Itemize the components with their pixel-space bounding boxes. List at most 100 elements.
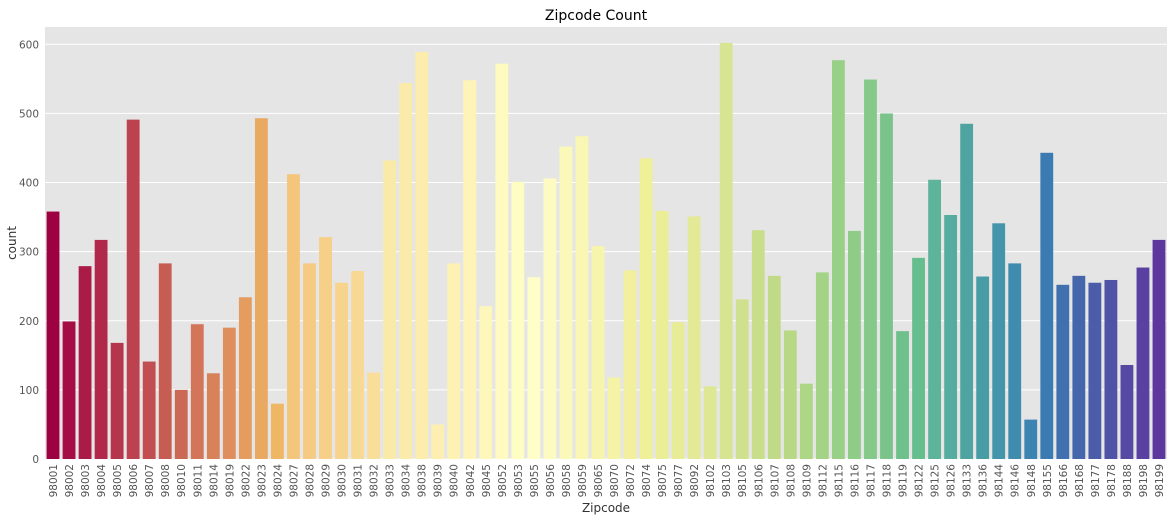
bar-98019	[222, 327, 236, 459]
bar-98029	[319, 237, 332, 459]
x-tick-label-98092: 98092	[689, 464, 701, 497]
x-tick-label-98065: 98065	[593, 464, 605, 497]
x-tick-label-98038: 98038	[417, 464, 429, 497]
bar-98118	[880, 113, 893, 460]
bar-98007	[142, 361, 156, 459]
x-tick-label-98106: 98106	[753, 464, 765, 498]
bar-98105	[735, 299, 749, 459]
bar-98030	[335, 282, 348, 459]
x-tick-label-98112: 98112	[817, 464, 829, 497]
x-tick-label-98010: 98010	[176, 464, 188, 497]
x-tick-label-98056: 98056	[545, 464, 557, 498]
bar-98106	[751, 230, 765, 459]
bar-98014	[206, 373, 220, 459]
bar-98028	[303, 263, 316, 459]
x-tick-label-98027: 98027	[288, 464, 300, 497]
bars	[46, 42, 1166, 460]
x-tick-label-98155: 98155	[1042, 464, 1054, 497]
bar-98178	[1104, 279, 1118, 459]
bar-98033	[383, 160, 397, 459]
x-tick-label-98001: 98001	[48, 464, 60, 497]
x-tick-label-98005: 98005	[112, 464, 124, 497]
bar-98133	[960, 123, 974, 459]
bar-98117	[864, 79, 877, 460]
x-tick-label-98059: 98059	[577, 464, 589, 497]
bar-98031	[351, 270, 364, 459]
x-tick-label-98107: 98107	[769, 464, 781, 497]
x-tick-label-98014: 98014	[208, 464, 220, 498]
bar-98136	[976, 276, 990, 459]
bar-98115	[832, 60, 845, 459]
x-tick-label-98070: 98070	[609, 464, 621, 497]
x-tick-label-98032: 98032	[369, 464, 381, 497]
x-tick-label-98144: 98144	[994, 464, 1006, 498]
x-tick-label-98072: 98072	[625, 464, 637, 497]
bar-98107	[767, 275, 781, 459]
bar-98119	[896, 331, 909, 459]
x-tick-label-98031: 98031	[353, 464, 365, 497]
x-tick-label-98178: 98178	[1106, 464, 1118, 497]
bar-98023	[254, 118, 268, 459]
x-tick-label-98008: 98008	[160, 464, 172, 497]
bar-98058	[559, 146, 573, 459]
bar-98103	[719, 42, 733, 460]
bar-98116	[848, 230, 861, 459]
x-tick-label-98019: 98019	[224, 464, 236, 497]
x-tick-label-98075: 98075	[657, 464, 669, 497]
bar-98102	[703, 386, 717, 459]
x-axis-label: Zipcode	[582, 501, 630, 515]
x-tick-label-98023: 98023	[256, 464, 268, 497]
x-tick-label-98040: 98040	[449, 464, 461, 497]
bar-98109	[799, 383, 813, 459]
y-tick-label: 200	[19, 316, 39, 328]
x-tick-label-98136: 98136	[978, 464, 990, 498]
bar-98004	[94, 239, 108, 459]
x-tick-label-98117: 98117	[865, 464, 877, 497]
bar-98038	[415, 51, 429, 459]
x-tick-label-98024: 98024	[272, 464, 284, 498]
bar-98125	[928, 179, 941, 460]
x-tick-label-98118: 98118	[882, 464, 894, 497]
bar-98092	[687, 216, 701, 459]
x-tick-label-98125: 98125	[930, 464, 942, 497]
x-tick-label-98006: 98006	[128, 464, 140, 498]
x-tick-label-98052: 98052	[497, 464, 509, 497]
bar-98053	[511, 181, 525, 459]
x-tick-label-98166: 98166	[1058, 464, 1070, 498]
bar-98112	[815, 272, 829, 459]
bar-98042	[463, 80, 477, 459]
bar-98001	[46, 211, 60, 459]
x-tick-label-98109: 98109	[801, 464, 813, 497]
x-tick-label-98077: 98077	[673, 464, 685, 497]
x-tick-label-98042: 98042	[465, 464, 477, 497]
x-tick-label-98146: 98146	[1010, 464, 1022, 498]
x-tick-label-98122: 98122	[914, 464, 926, 497]
bar-98070	[607, 377, 621, 459]
bar-98024	[271, 403, 284, 459]
bar-98040	[447, 263, 461, 459]
x-tick-label-98116: 98116	[849, 464, 861, 498]
bar-98122	[912, 257, 925, 459]
bar-98034	[399, 82, 413, 460]
bar-98027	[287, 174, 300, 460]
bar-98199	[1152, 239, 1166, 459]
x-tick-label-98103: 98103	[721, 464, 733, 497]
x-tick-label-98053: 98053	[513, 464, 525, 497]
x-tick-label-98119: 98119	[898, 464, 910, 497]
x-tick-label-98039: 98039	[433, 464, 445, 497]
x-tick-label-98003: 98003	[80, 464, 92, 497]
y-tick-label: 400	[19, 178, 39, 190]
bar-98146	[1008, 263, 1022, 459]
y-tick-label: 0	[32, 454, 39, 466]
x-tick-label-98198: 98198	[1138, 464, 1150, 497]
bar-98198	[1136, 267, 1150, 459]
bar-98008	[158, 263, 172, 459]
x-tick-label-98133: 98133	[962, 464, 974, 497]
bar-98006	[126, 119, 140, 460]
x-tick-label-98030: 98030	[337, 464, 349, 497]
y-tick-label: 500	[19, 108, 39, 120]
x-tick-label-98033: 98033	[385, 464, 397, 497]
x-tick-label-98108: 98108	[785, 464, 797, 497]
x-tick-label-98007: 98007	[144, 464, 156, 497]
x-tick-label-98074: 98074	[641, 464, 653, 498]
